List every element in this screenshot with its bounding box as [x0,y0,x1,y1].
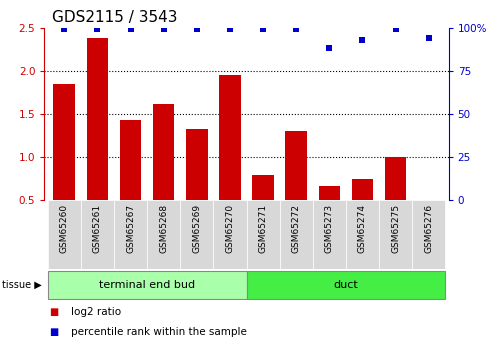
Bar [246,270,445,298]
Bar [219,75,241,243]
Point [160,27,168,32]
Point [226,27,234,32]
Text: duct: duct [334,280,358,289]
Bar [114,200,147,269]
Text: ■: ■ [49,327,59,337]
Bar [48,270,246,298]
Text: GSM65260: GSM65260 [60,204,69,253]
Bar [352,179,373,243]
Bar [280,200,313,269]
Point [425,35,433,41]
Bar [412,200,445,269]
Bar [213,200,246,269]
Text: GSM65268: GSM65268 [159,204,168,253]
Bar [313,200,346,269]
Text: log2 ratio: log2 ratio [71,307,122,317]
Text: GSM65269: GSM65269 [192,204,201,253]
Text: ■: ■ [49,307,59,317]
Bar [385,157,406,243]
Bar [81,200,114,269]
Point [292,27,300,32]
Text: GSM65273: GSM65273 [325,204,334,253]
Bar [153,104,175,243]
Bar [418,236,440,243]
Point [259,27,267,32]
Text: GSM65274: GSM65274 [358,204,367,253]
Text: terminal end bud: terminal end bud [99,280,195,289]
Bar [379,200,412,269]
Point [358,37,366,42]
Bar [53,84,75,243]
Point [193,27,201,32]
Bar [147,200,180,269]
Bar [186,128,208,243]
Point [94,27,102,32]
Text: GDS2115 / 3543: GDS2115 / 3543 [52,10,178,25]
Text: GSM65270: GSM65270 [225,204,235,253]
Text: GSM65272: GSM65272 [292,204,301,253]
Point [60,27,68,32]
Bar [252,175,274,243]
Point [127,27,135,32]
Text: percentile rank within the sample: percentile rank within the sample [71,327,247,337]
Bar [346,200,379,269]
Bar [120,120,141,243]
Point [391,27,399,32]
Text: GSM65271: GSM65271 [258,204,268,253]
Text: GSM65261: GSM65261 [93,204,102,253]
Bar [180,200,213,269]
Bar [318,186,340,243]
Point [325,46,333,51]
Bar [285,131,307,243]
Text: GSM65276: GSM65276 [424,204,433,253]
Bar [87,38,108,243]
Text: GSM65275: GSM65275 [391,204,400,253]
Bar [48,200,81,269]
Text: GSM65267: GSM65267 [126,204,135,253]
Text: tissue ▶: tissue ▶ [2,280,42,289]
Bar [246,200,280,269]
